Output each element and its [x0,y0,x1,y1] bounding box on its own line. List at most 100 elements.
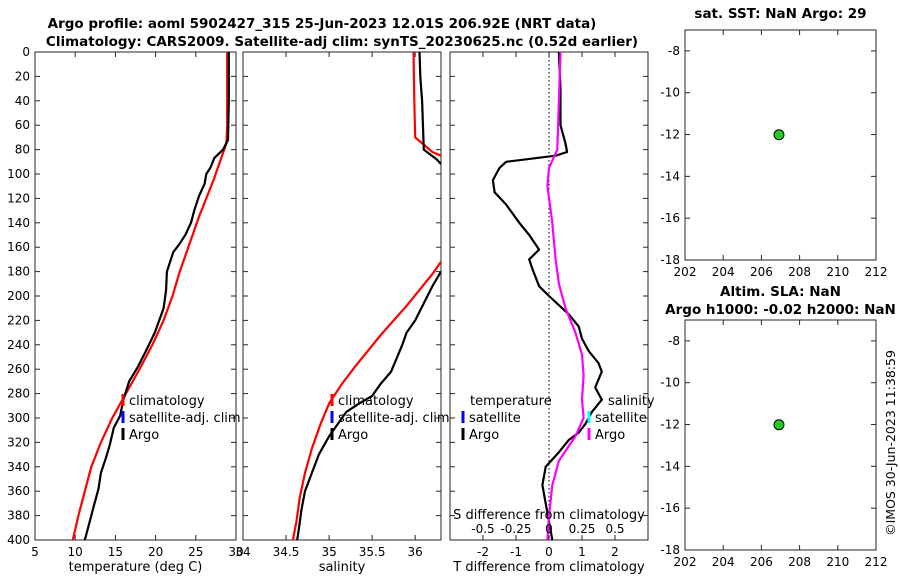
sla-map-x-tick-label: 202 [674,555,697,569]
sla-map-title: Altim. SLA: NaN [720,284,841,300]
temperature-y-tick-label: 80 [15,143,30,157]
difference-x-tick-label: 1 [578,545,586,559]
sla-map-axes [684,319,877,551]
chart-panels: 0204060801001201401601802002202402602803… [7,6,896,575]
temperature-x-tick-label: 5 [31,545,39,559]
sst-map-x-tick-label: 206 [750,265,773,279]
temperature-x-tick-label: 20 [148,545,163,559]
salinity-x-tick-label: 34.5 [273,545,300,559]
sla-map-x-tick-label: 206 [750,555,773,569]
temperature-argo-line [83,52,230,540]
difference-legend-temperature-argo-label: Argo [469,428,499,443]
salinity-x-tick-label: 35 [321,545,336,559]
footer-timestamp: ©IMOS 30-Jun-2023 11:38:59 [883,350,898,536]
temperature-y-tick-label: 260 [7,362,30,376]
temperature-legend-satellite-label: satellite-adj. clim [129,411,241,426]
salinity-x-tick-label: 36 [408,545,423,559]
sla-map-x-tick-label: 212 [865,555,888,569]
temperature-x-tick-label: 30 [228,545,243,559]
temperature-y-tick-label: 120 [7,191,30,205]
temperature-y-tick-label: 0 [22,45,30,59]
sst-map-y-tick-label: -16 [660,211,680,225]
salinity-difference-tick-label: 0.25 [569,522,596,536]
temperature-y-tick-label: 240 [7,338,30,352]
sst-map-y-tick-label: -12 [660,128,680,142]
sst-map-x-tick-label: 212 [865,265,888,279]
temperature-y-tick-label: 300 [7,411,30,425]
sla-map-y-tick-label: -10 [660,376,680,390]
salinity-x-tick-label: 35.5 [359,545,386,559]
sst-map-y-tick-label: -18 [660,253,680,267]
salinity-argo-surface-line [418,52,441,165]
temperature-x-tick-label: 15 [108,545,123,559]
temperature-y-tick-label: 160 [7,240,30,254]
salinity-axes [242,51,442,541]
temperature-y-tick-label: 40 [15,94,30,108]
sla-map-y-tick-label: -8 [668,334,680,348]
temperature-y-tick-label: 320 [7,435,30,449]
difference-x-tick-label: 0 [545,545,553,559]
temperature-y-tick-label: 380 [7,509,30,523]
title-line-2: Climatology: CARS2009. Satellite-adj cli… [46,34,638,50]
sst-map-title: sat. SST: NaN Argo: 29 [694,6,866,22]
temperature-y-tick-label: 140 [7,216,30,230]
sst-map-argo-position-marker [773,129,785,141]
salinity-difference-tick-label: 0 [545,522,553,536]
salinity-climatology-line [291,261,441,540]
temperature-y-tick-label: 360 [7,484,30,498]
temperature-legend-climatology-label: climatology [129,394,205,409]
difference-legend-salinity-header: salinity [608,394,655,409]
temperature-y-tick-label: 100 [7,167,30,181]
temperature-x-tick-label: 25 [188,545,203,559]
difference-legend-temperature-satellite-label: satellite [469,411,521,426]
sst-map-y-tick-label: -10 [660,86,680,100]
sla-map-x-tick-label: 208 [788,555,811,569]
difference-legend-salinity-argo-label: Argo [595,428,625,443]
difference-x-tick-label: -2 [477,545,489,559]
sla-map-y-tick-label: -16 [660,501,680,515]
sst-map-x-tick-label: 208 [788,265,811,279]
salinity-climatology-surface-line [412,52,441,157]
title-line-1: Argo profile: aoml 5902427_315 25-Jun-20… [48,16,597,32]
salinity-difference-tick-label: -0.5 [471,522,494,536]
difference-legend-salinity-satellite-label: satellite [595,411,647,426]
sla-map-subtitle: Argo h1000: -0.02 h2000: NaN [665,302,896,318]
sla-map-y-tick-label: -12 [660,418,680,432]
sst-map-x-tick-label: 210 [826,265,849,279]
temperature-xlabel: temperature (deg C) [69,560,203,575]
sla-map-x-tick-label: 210 [826,555,849,569]
sst-map-x-tick-label: 202 [674,265,697,279]
difference-legend-temperature-header: temperature [470,394,552,409]
temperature-y-tick-label: 60 [15,118,30,132]
sla-map-argo-position-marker [773,419,785,431]
sla-map-y-tick-label: -14 [660,459,680,473]
salinity-xlabel: salinity [319,560,366,575]
sla-map-y-tick-label: -18 [660,543,680,557]
temperature-y-tick-label: 400 [7,533,30,547]
salinity-x-tick-label: 34 [235,545,250,559]
temperature-y-tick-label: 340 [7,460,30,474]
temperature-axes [34,51,237,541]
temperature-climatology-line [71,52,229,540]
temperature-legend-argo-label: Argo [129,428,159,443]
difference-x-tick-label: 2 [611,545,619,559]
temperature-y-tick-label: 180 [7,265,30,279]
salinity-difference-xlabel: S difference from climatology [453,508,645,523]
temperature-y-tick-label: 280 [7,387,30,401]
salinity-legend-argo-label: Argo [338,428,368,443]
sst-map-y-tick-label: -14 [660,169,680,183]
temperature-difference-line [491,52,603,540]
salinity-legend-satellite-label: satellite-adj. clim [338,411,450,426]
salinity-difference-tick-label: -0.25 [500,522,531,536]
sla-map-x-tick-label: 204 [712,555,735,569]
sst-map-x-tick-label: 204 [712,265,735,279]
sst-map-axes [684,29,877,261]
sst-map-y-tick-label: -8 [668,44,680,58]
salinity-argo-line [296,271,441,540]
salinity-legend-climatology-label: climatology [338,394,414,409]
temperature-x-tick-label: 10 [68,545,83,559]
temperature-y-tick-label: 20 [15,69,30,83]
salinity-difference-line [546,52,585,540]
salinity-difference-tick-label: 0.5 [605,522,624,536]
